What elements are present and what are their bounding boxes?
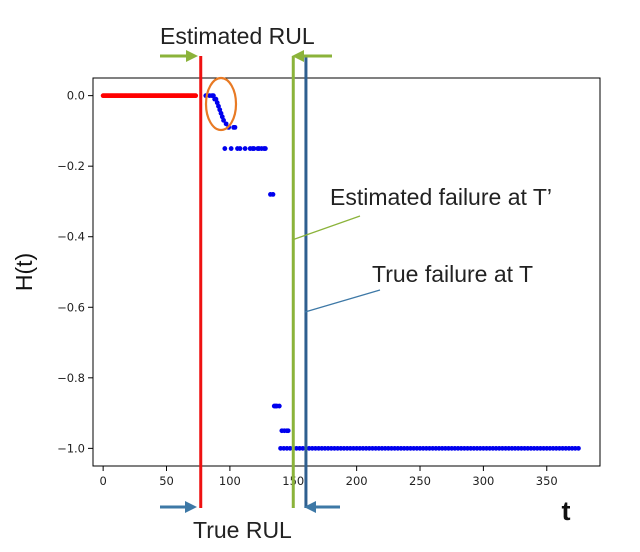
plot-frame (92, 77, 601, 467)
data-point (221, 117, 226, 123)
x-ticks: 050100150200250300350 (99, 466, 558, 488)
data-point (222, 146, 228, 151)
y-tick-label: −0.6 (57, 300, 85, 314)
true-rul-left-arrow (160, 501, 197, 513)
data-point (576, 445, 581, 451)
true-rul-label: True RUL (193, 517, 292, 543)
vertical-lines (199, 56, 308, 508)
true-failure-label: True failure at T (372, 261, 533, 287)
estimated-rul-left-arrow (160, 50, 198, 62)
data-point (251, 146, 257, 151)
x-tick-label: 350 (536, 474, 558, 488)
x-tick-label: 0 (99, 474, 106, 488)
estimated-rul-right-arrow (292, 50, 332, 62)
axes (92, 77, 601, 467)
x-tick-label: 200 (346, 474, 368, 488)
y-tick-label: −1.0 (57, 441, 85, 455)
data-point (270, 192, 276, 197)
data-point (262, 146, 268, 151)
data-point (193, 93, 199, 99)
data-point (276, 403, 282, 409)
estimated-failure-label: Estimated failure at T’ (330, 184, 552, 210)
estimated-rul-label: Estimated RUL (160, 23, 315, 49)
data-point (237, 146, 243, 151)
true-failure-pointer (304, 289, 381, 313)
y-axis-label: H(t) (11, 253, 37, 291)
data-point (223, 121, 229, 127)
y-tick-label: −0.2 (57, 159, 85, 173)
y-ticks: 0.0 −0.2 −0.4 −0.6 −0.8 −1.0 (57, 89, 93, 455)
x-tick-label: 50 (159, 474, 174, 488)
y-tick-label: −0.8 (57, 371, 85, 385)
x-tick-label: 100 (219, 474, 241, 488)
highlight-ellipse (204, 76, 238, 132)
x-tick-label: 300 (472, 474, 494, 488)
estimated-failure-pointer (291, 215, 361, 241)
x-axis-label: t (562, 496, 571, 526)
y-tick-label: 0.0 (67, 89, 85, 103)
x-tick-label: 250 (409, 474, 431, 488)
data-point (242, 146, 248, 151)
data-point (285, 428, 291, 434)
data-point (232, 124, 238, 130)
y-tick-label: −0.4 (57, 230, 85, 244)
data-point (228, 146, 234, 151)
data-points (100, 93, 581, 451)
true-rul-right-arrow (304, 501, 340, 513)
